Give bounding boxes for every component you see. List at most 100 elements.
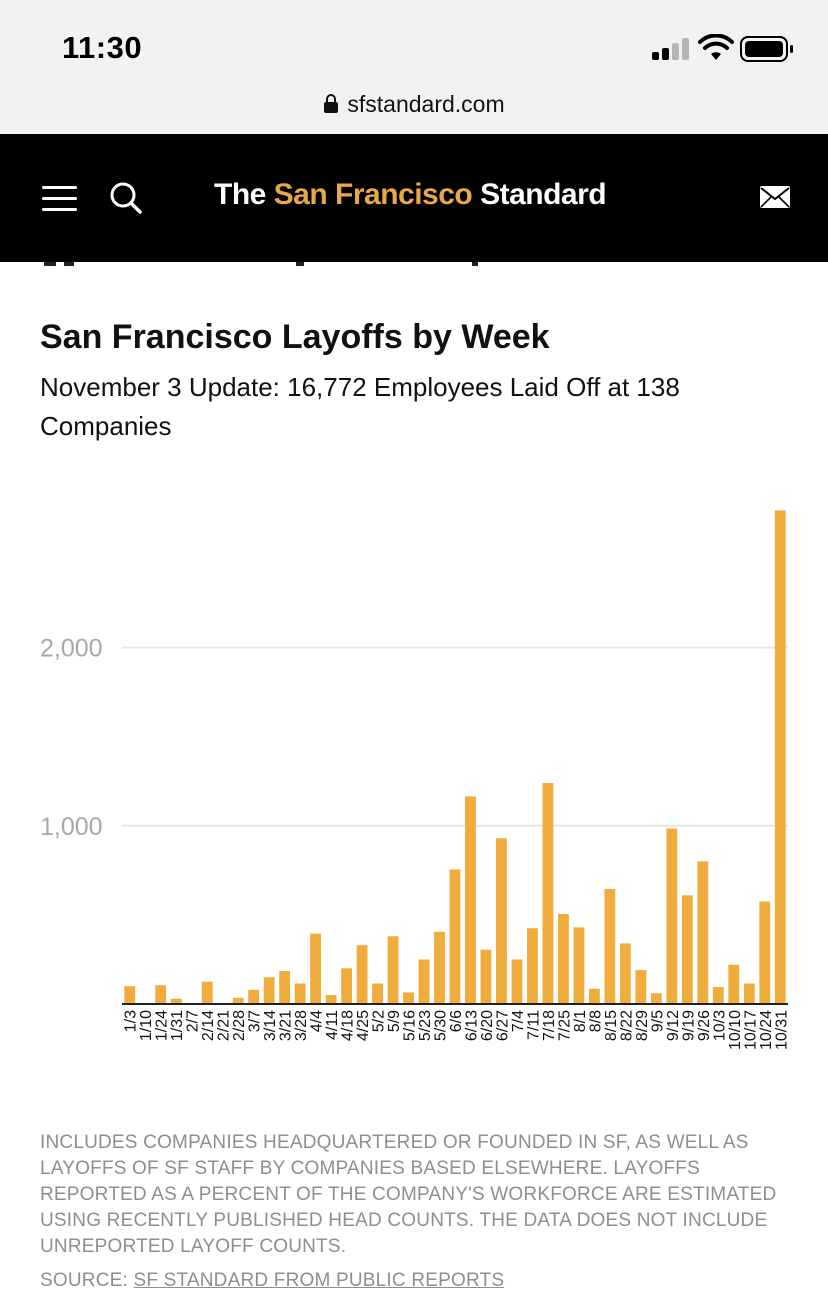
bar[interactable] (728, 964, 740, 1004)
mail-icon[interactable] (760, 186, 790, 208)
bar[interactable] (248, 989, 260, 1004)
source-label: Source: (40, 1270, 134, 1291)
x-tick-label: 6/6 (448, 1010, 465, 1032)
bar[interactable] (557, 914, 569, 1004)
x-tick-label: 3/28 (293, 1010, 310, 1041)
bar[interactable] (201, 981, 213, 1004)
chart-title: San Francisco Layoffs by Week (40, 318, 550, 356)
x-tick-label: 4/11 (324, 1010, 341, 1040)
bar[interactable] (650, 993, 662, 1004)
x-tick-label: 2/14 (200, 1010, 217, 1041)
lock-icon (324, 94, 339, 113)
y-tick-label: 1,000 (40, 813, 103, 841)
x-tick-label: 2/21 (216, 1010, 233, 1041)
x-tick-label: 3/21 (278, 1010, 295, 1041)
x-tick-label: 6/13 (463, 1010, 480, 1041)
chart-subtitle: November 3 Update: 16,772 Employees Laid… (40, 372, 680, 441)
bar[interactable] (434, 931, 445, 1004)
site-logo[interactable]: The San Francisco Standard (214, 178, 607, 218)
bar[interactable] (310, 933, 322, 1004)
bar[interactable] (743, 983, 755, 1004)
x-tick-label: 1/3 (123, 1010, 140, 1032)
logo-text-standard: Standard (472, 178, 607, 211)
x-tick-label: 9/12 (665, 1010, 682, 1041)
bar[interactable] (341, 968, 353, 1004)
x-tick-label: 10/31 (773, 1010, 790, 1050)
bar[interactable] (465, 796, 476, 1004)
wifi-icon (698, 34, 734, 60)
x-tick-label: 10/3 (711, 1010, 728, 1041)
x-tick-label: 1/24 (154, 1010, 171, 1041)
bar[interactable] (155, 985, 167, 1004)
x-tick-label: 7/4 (510, 1010, 527, 1032)
chart-footnote: Includes companies headquartered or foun… (40, 1132, 777, 1257)
x-tick-label: 10/17 (742, 1010, 759, 1050)
bar[interactable] (480, 949, 492, 1004)
bar[interactable] (681, 895, 693, 1004)
x-tick-label: 9/19 (680, 1010, 697, 1041)
bar[interactable] (387, 936, 399, 1004)
logo-text-san-francisco: San Francisco (273, 178, 473, 211)
bar[interactable] (449, 869, 461, 1004)
logo-text-the: The (214, 178, 274, 211)
status-time: 11:30 (62, 30, 143, 65)
x-tick-label: 2/7 (185, 1010, 202, 1032)
x-tick-label: 8/1 (572, 1010, 589, 1032)
bar[interactable] (527, 928, 538, 1004)
battery-icon (740, 36, 793, 62)
hamburger-menu-icon[interactable] (42, 186, 78, 212)
x-tick-label: 7/18 (541, 1010, 558, 1041)
x-tick-label: 1/10 (138, 1010, 155, 1041)
x-tick-label: 8/22 (618, 1010, 635, 1041)
x-tick-label: 5/16 (402, 1010, 419, 1041)
bar[interactable] (279, 971, 291, 1004)
x-tick-label: 9/5 (649, 1010, 666, 1032)
bar[interactable] (635, 970, 647, 1004)
bar[interactable] (542, 783, 554, 1004)
bar[interactable] (124, 986, 136, 1004)
bar[interactable] (418, 959, 430, 1004)
bar[interactable] (588, 988, 600, 1004)
address-bar[interactable]: sfstandard.com (0, 86, 828, 122)
bar[interactable] (170, 998, 182, 1004)
x-tick-label: 8/29 (634, 1010, 651, 1041)
x-tick-label: 10/10 (727, 1010, 744, 1050)
bar[interactable] (372, 983, 383, 1004)
bar[interactable] (294, 983, 306, 1004)
x-tick-label: 3/7 (247, 1010, 264, 1032)
x-tick-label: 4/18 (340, 1010, 357, 1041)
url-text: sfstandard.com (347, 90, 505, 117)
x-tick-label: 5/30 (433, 1010, 450, 1041)
x-tick-label: 7/11 (525, 1010, 542, 1040)
source-link[interactable]: SF Standard from public reports (133, 1270, 505, 1291)
bar[interactable] (759, 901, 771, 1004)
browser-chrome: 11:30 sfstandard.com (0, 0, 828, 134)
x-tick-label: 2/28 (231, 1010, 248, 1041)
x-tick-label: 8/8 (587, 1010, 604, 1032)
cellular-signal-icon (652, 38, 690, 60)
x-tick-label: 1/31 (169, 1010, 186, 1041)
bar[interactable] (697, 861, 709, 1004)
bar[interactable] (403, 992, 414, 1004)
bar[interactable] (232, 997, 244, 1004)
x-tick-label: 5/23 (417, 1010, 434, 1041)
bar[interactable] (774, 510, 786, 1004)
x-tick-label: 5/2 (371, 1010, 388, 1032)
x-tick-label: 6/20 (479, 1010, 496, 1041)
bar[interactable] (666, 828, 678, 1004)
clipped-previous-text (40, 262, 478, 266)
bar[interactable] (496, 838, 507, 1004)
x-tick-label: 6/27 (494, 1010, 511, 1041)
x-tick-label: 10/24 (758, 1010, 775, 1050)
x-tick-label: 3/14 (262, 1010, 279, 1041)
bar[interactable] (356, 945, 368, 1004)
bar[interactable] (712, 987, 724, 1004)
bar[interactable] (511, 959, 523, 1004)
bar[interactable] (325, 995, 337, 1004)
bar[interactable] (263, 977, 275, 1004)
bar[interactable] (619, 943, 631, 1004)
search-icon[interactable] (108, 180, 144, 216)
bar[interactable] (604, 889, 616, 1004)
bar[interactable] (573, 927, 585, 1004)
site-header (0, 134, 828, 262)
